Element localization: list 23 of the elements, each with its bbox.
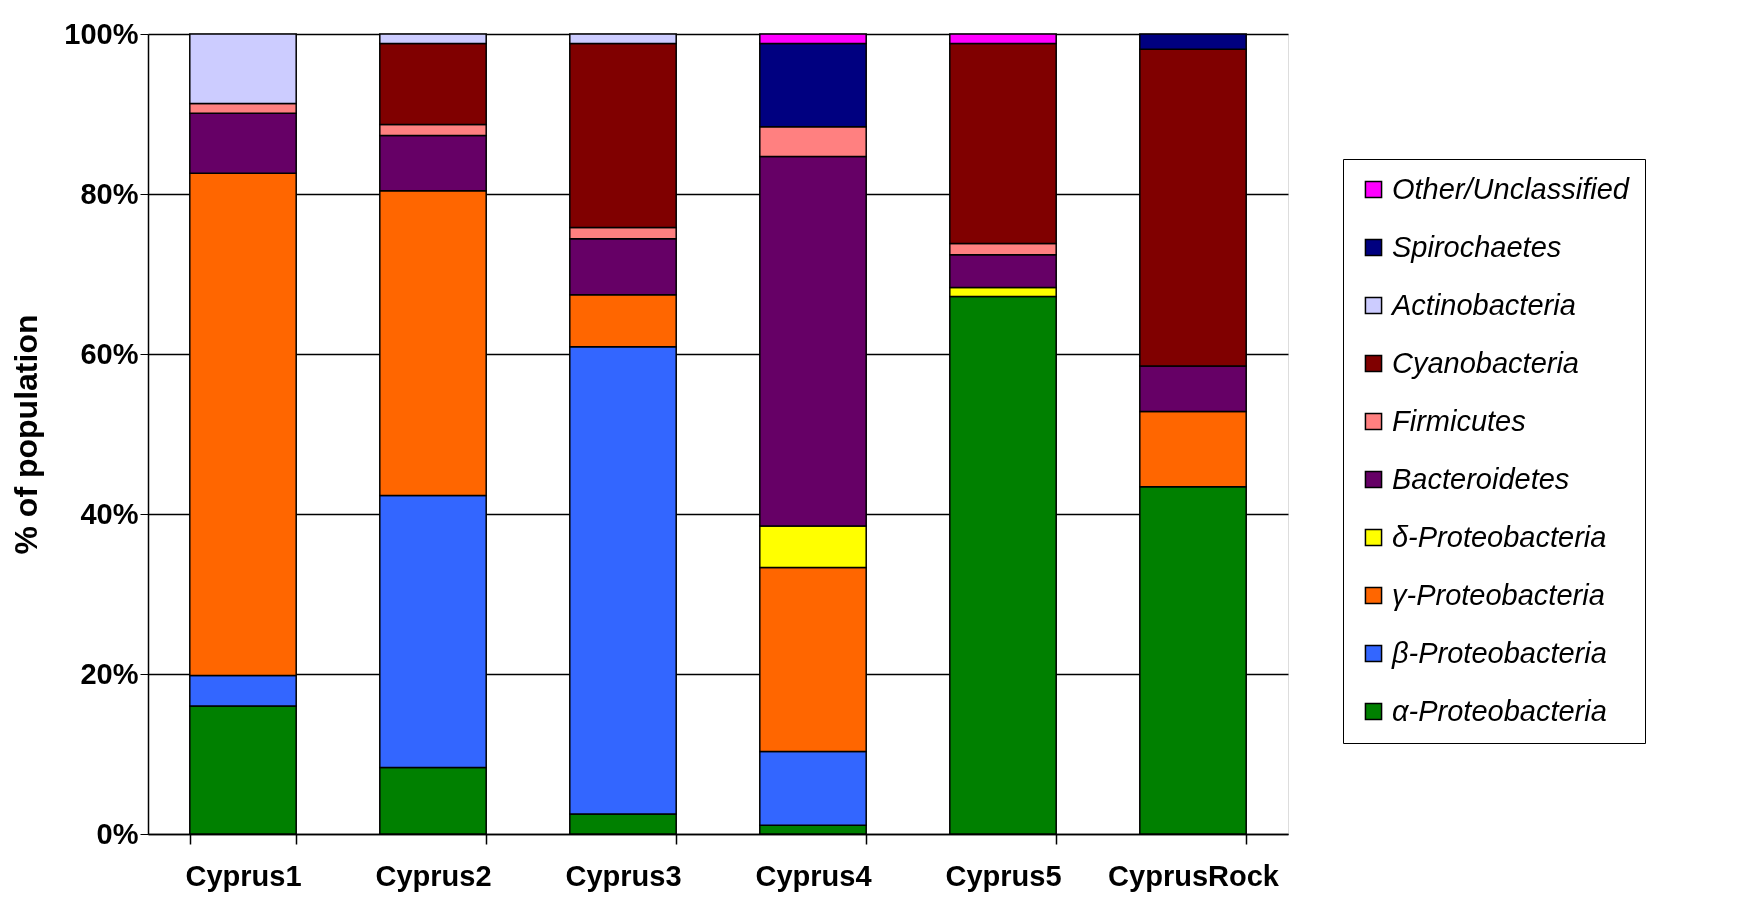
x-tick-label: Cyprus4 — [755, 859, 872, 892]
legend-label: Other/Unclassified — [1392, 172, 1630, 205]
legend-label: δ-Proteobacteria — [1392, 520, 1607, 553]
y-axis-title: % of population — [8, 314, 45, 555]
y-tick-label: 20% — [80, 657, 139, 690]
y-tick-label: 0% — [96, 817, 139, 850]
y-tick-label: 100% — [64, 17, 139, 50]
legend-label: Bacteroidetes — [1392, 462, 1570, 495]
legend-label: α-Proteobacteria — [1392, 694, 1607, 727]
y-tick-label: 60% — [80, 337, 139, 370]
legend-label: Actinobacteria — [1390, 288, 1576, 321]
legend-label: Spirochaetes — [1392, 230, 1562, 263]
x-tick-label: Cyprus2 — [375, 859, 492, 892]
x-tick-label: CyprusRock — [1108, 859, 1280, 892]
legend-label: γ-Proteobacteria — [1392, 578, 1605, 611]
x-tick-label: Cyprus1 — [185, 859, 302, 892]
legend-label: Cyanobacteria — [1392, 346, 1579, 379]
x-tick-label: Cyprus3 — [565, 859, 682, 892]
legend-label: Firmicutes — [1392, 404, 1526, 437]
y-tick-label: 40% — [80, 497, 139, 530]
legend-label: β-Proteobacteria — [1391, 636, 1607, 669]
x-tick-label: Cyprus5 — [945, 859, 1062, 892]
y-tick-label: 80% — [80, 177, 139, 210]
